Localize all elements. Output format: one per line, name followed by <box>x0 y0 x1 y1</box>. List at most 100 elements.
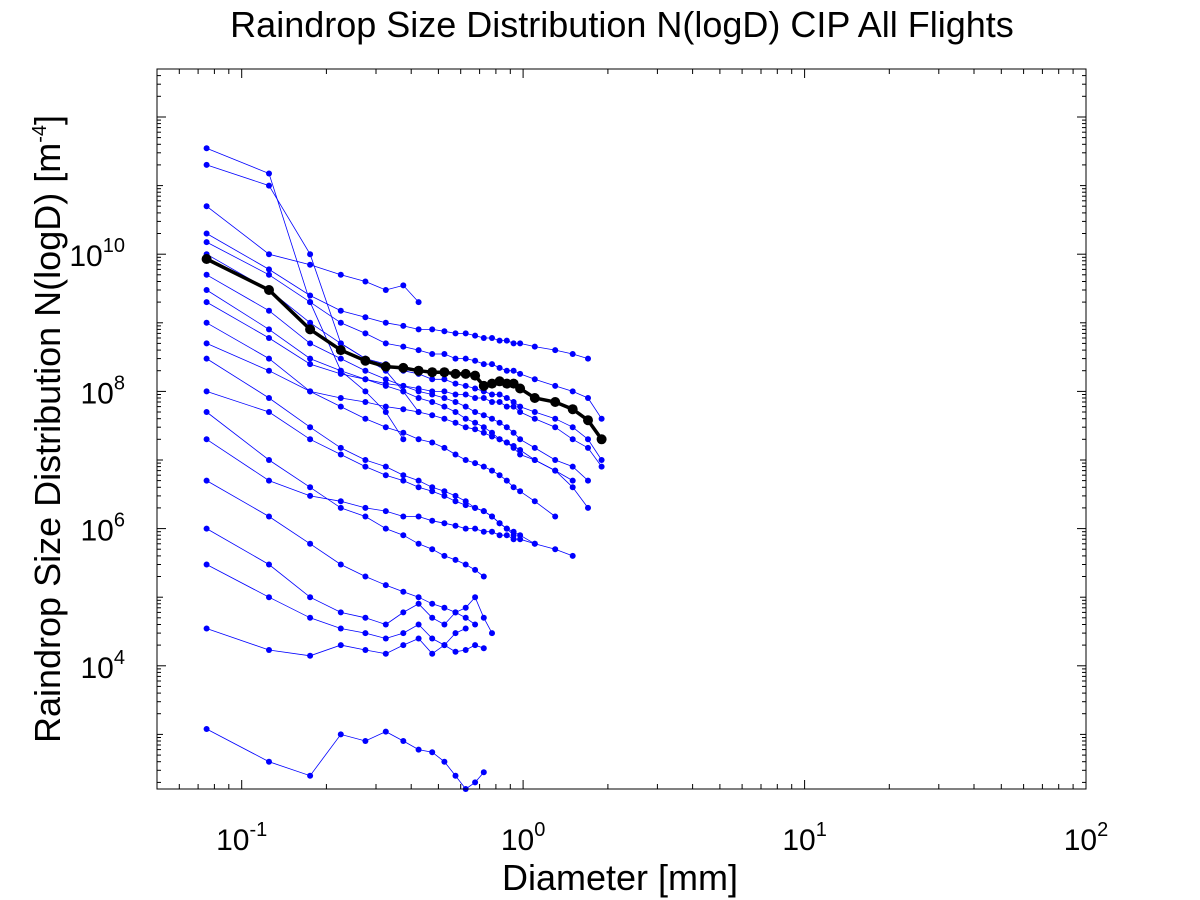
flight-data-point <box>429 749 436 756</box>
flight-data-point <box>400 609 407 616</box>
flight-data-point <box>452 772 459 779</box>
flight-data-point <box>531 444 538 451</box>
x-tick-label-base: 10 <box>216 824 249 857</box>
flight-data-point <box>503 403 510 410</box>
flight-data-point <box>337 625 344 632</box>
flight-data-point <box>480 335 487 341</box>
flight-data-point <box>569 477 576 484</box>
flight-data-point <box>337 444 344 451</box>
flight-data-point <box>503 337 510 344</box>
flight-data-point <box>480 424 487 431</box>
flight-data-point <box>429 546 436 553</box>
mean-data-point <box>583 415 593 426</box>
flight-data-point <box>337 731 344 738</box>
flight-data-point <box>510 528 517 535</box>
flight-data-point <box>203 161 210 168</box>
flight-data-point <box>203 409 210 415</box>
flight-data-point <box>382 508 389 515</box>
flight-data-point <box>400 343 407 350</box>
y-tick-label-exp: 4 <box>114 647 125 669</box>
flight-data-point <box>552 347 559 354</box>
flight-data-point <box>441 395 448 401</box>
flight-data-point <box>203 525 210 532</box>
flight-data-point <box>266 477 272 484</box>
flight-data-point <box>362 330 369 337</box>
flight-data-point <box>552 415 559 422</box>
flight-data-point <box>598 457 605 463</box>
flight-data-point <box>429 412 436 419</box>
flight-data-point <box>503 395 510 401</box>
mean-data-point <box>360 355 371 366</box>
flight-data-point <box>266 355 272 362</box>
flight-data-point <box>266 307 272 314</box>
flight-data-point <box>429 488 436 495</box>
flight-data-point <box>203 239 210 246</box>
x-axis-label: Diameter [mm] <box>502 857 738 898</box>
flight-data-point <box>462 647 469 653</box>
flight-data-point <box>441 552 448 559</box>
flight-data-point <box>452 399 459 405</box>
flight-data-point <box>452 330 459 337</box>
flight-data-point <box>362 573 369 580</box>
flight-data-point <box>382 650 389 657</box>
flight-data-point <box>569 424 576 431</box>
flight-data-point <box>462 457 469 463</box>
flight-data-point <box>362 630 369 637</box>
flight-data-point <box>585 444 591 451</box>
flight-data-point <box>552 513 559 520</box>
flight-data-point <box>569 351 576 357</box>
flight-series-line <box>206 564 466 646</box>
flight-data-point <box>496 391 503 398</box>
flight-data-point <box>462 355 469 362</box>
flight-data-point <box>472 409 479 415</box>
flight-data-point <box>362 647 369 653</box>
flight-data-point <box>429 439 436 446</box>
flight-data-point <box>489 513 495 520</box>
flight-data-point <box>489 528 495 535</box>
flight-data-point <box>362 504 369 511</box>
flight-data-point <box>203 145 210 152</box>
flight-data-point <box>203 726 210 732</box>
flight-data-point <box>203 477 210 484</box>
flight-data-point <box>569 436 576 443</box>
flight-series-line <box>206 241 602 419</box>
flight-data-point <box>203 299 210 306</box>
flight-data-point <box>307 594 314 601</box>
y-axis-label: Raindrop Size Distribution N(logD) [m-4] <box>27 115 68 743</box>
flight-data-point <box>472 385 479 392</box>
flight-data-point <box>382 380 389 387</box>
flight-data-point <box>452 409 459 415</box>
flight-data-point <box>307 484 314 491</box>
flight-data-point <box>441 488 448 495</box>
flight-data-point <box>510 340 517 347</box>
flight-data-point <box>489 630 495 637</box>
flight-data-point <box>441 415 448 422</box>
mean-data-point <box>380 361 391 372</box>
flight-data-point <box>531 343 538 350</box>
flight-data-point <box>503 439 510 446</box>
flight-data-point <box>400 532 407 539</box>
y-tick-label-base: 10 <box>69 240 102 273</box>
flight-data-point <box>203 625 210 632</box>
flight-data-point <box>415 594 422 601</box>
x-tick-label: 10-1 <box>216 819 267 857</box>
flight-data-point <box>462 614 469 621</box>
flight-data-point <box>462 382 469 389</box>
flight-data-point <box>462 561 469 568</box>
flight-data-point <box>307 652 314 659</box>
flight-data-point <box>517 447 524 453</box>
flight-data-point <box>552 382 559 389</box>
flight-data-point <box>472 594 479 601</box>
flight-data-point <box>415 621 422 628</box>
x-tick-label-exp: -1 <box>249 819 267 841</box>
flight-data-point <box>337 307 344 314</box>
flight-data-point <box>400 429 407 436</box>
flight-data-point <box>496 399 503 405</box>
flight-data-point <box>452 556 459 563</box>
flight-data-point <box>337 451 344 458</box>
flight-data-point <box>569 552 576 559</box>
flight-data-point <box>452 492 459 499</box>
flight-data-point <box>266 647 272 653</box>
mean-data-point <box>567 404 578 415</box>
